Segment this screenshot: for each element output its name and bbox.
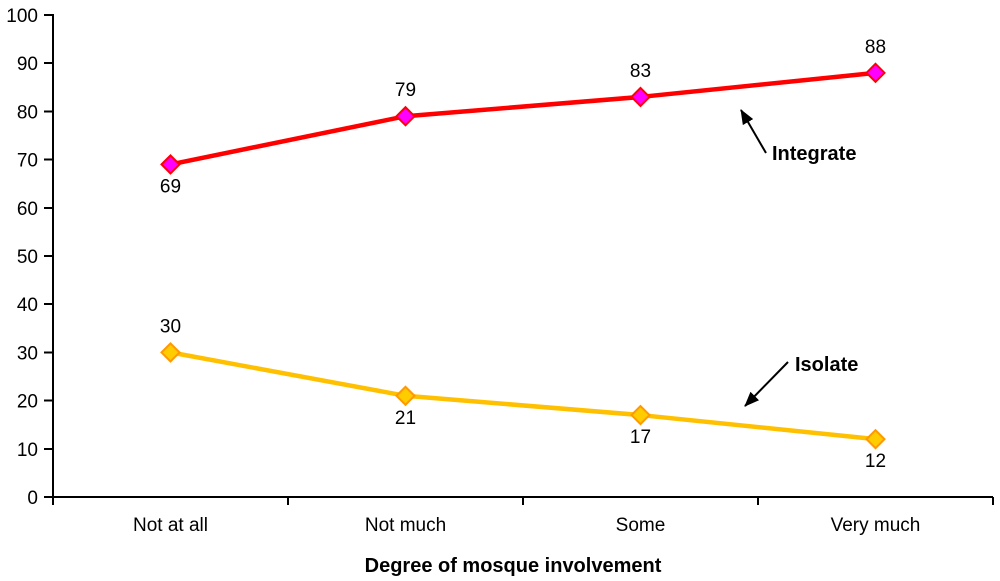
marker-isolate-very-much [865,428,886,450]
y-axis-tick-label: 40 [17,295,38,316]
data-label-isolate-some: 17 [630,427,651,448]
y-axis-tick-label: 60 [17,199,38,220]
annotation-label-isolate: Isolate [795,354,858,376]
data-label-isolate-very-much: 12 [865,451,886,472]
data-label-isolate-not-much: 21 [395,408,416,429]
marker-isolate-not-at-all [160,341,181,363]
x-axis-category-label: Not at all [133,515,208,536]
y-axis-tick-label: 100 [6,6,38,27]
data-label-integrate-not-at-all: 69 [160,176,181,197]
series-line-integrate [168,70,878,167]
marker-integrate-not-much [395,105,416,127]
x-axis-category-label: Some [616,515,666,536]
data-label-integrate-very-much: 88 [865,37,886,58]
y-axis-tick-label: 10 [17,440,38,461]
y-axis-tick-label: 80 [17,102,38,123]
series-line-isolate [168,350,878,442]
annotation-label-integrate: Integrate [772,143,856,165]
y-axis-tick-label: 0 [27,488,38,509]
x-axis-title: Degree of mosque involvement [365,555,662,577]
data-label-integrate-not-much: 79 [395,80,416,101]
marker-integrate-not-at-all [160,154,181,175]
y-axis-tick-label: 20 [17,392,38,413]
marker-integrate-very-much [865,62,886,84]
marker-integrate-some [630,86,651,108]
annotation-arrow-isolate [744,361,789,407]
marker-isolate-some [630,404,651,426]
marker-isolate-not-much [395,385,416,407]
y-axis-tick-label: 70 [17,151,38,172]
x-axis-category-label: Very much [831,515,921,536]
annotation-arrow-integrate [740,109,767,154]
y-axis-tick-label: 30 [17,343,38,364]
data-label-integrate-some: 83 [630,61,651,82]
data-label-isolate-not-at-all: 30 [160,316,181,337]
y-axis-tick-label: 50 [17,247,38,268]
x-axis-category-label: Not much [365,515,446,536]
y-axis-tick-label: 90 [17,54,38,75]
